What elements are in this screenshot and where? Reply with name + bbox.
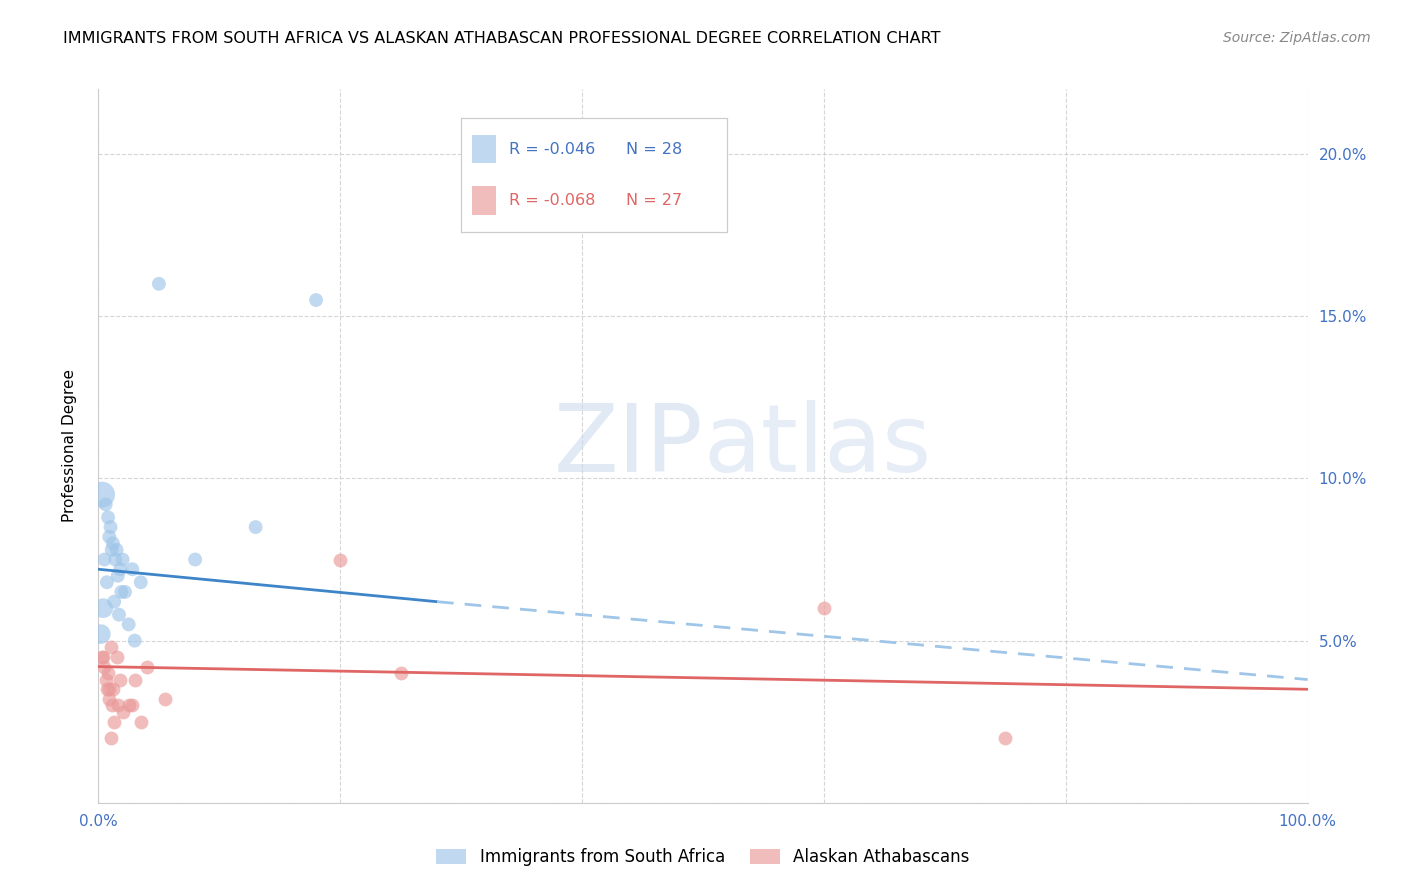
Point <box>114 585 136 599</box>
Point <box>184 552 207 566</box>
Point <box>94 497 117 511</box>
Point <box>105 649 128 664</box>
Point <box>245 520 267 534</box>
Point <box>91 488 114 502</box>
Point <box>129 714 152 729</box>
Text: ZIP: ZIP <box>554 400 703 492</box>
Point <box>135 659 157 673</box>
Text: IMMIGRANTS FROM SOUTH AFRICA VS ALASKAN ATHABASCAN PROFESSIONAL DEGREE CORRELATI: IMMIGRANTS FROM SOUTH AFRICA VS ALASKAN … <box>63 31 941 46</box>
Point <box>118 617 141 632</box>
Point <box>97 510 120 524</box>
Point <box>103 714 125 729</box>
Point <box>994 731 1017 745</box>
Point <box>96 682 118 697</box>
Point <box>91 649 114 664</box>
Point <box>107 568 129 582</box>
Point <box>121 698 143 713</box>
Point <box>103 595 125 609</box>
Point <box>118 698 141 713</box>
Text: Source: ZipAtlas.com: Source: ZipAtlas.com <box>1223 31 1371 45</box>
Point <box>98 692 121 706</box>
Point <box>110 585 132 599</box>
Point <box>389 666 412 681</box>
Point <box>121 562 143 576</box>
Point <box>100 640 122 654</box>
Point <box>93 552 115 566</box>
Point <box>129 575 152 590</box>
Point <box>104 552 127 566</box>
Point <box>111 705 134 719</box>
Point <box>107 698 129 713</box>
Point <box>100 542 122 557</box>
Point <box>148 277 170 291</box>
Point <box>98 682 121 697</box>
Point <box>108 562 131 576</box>
Point <box>305 293 328 307</box>
Point <box>91 649 114 664</box>
Point <box>105 542 128 557</box>
Point <box>153 692 176 706</box>
Point <box>101 682 124 697</box>
Point <box>124 673 146 687</box>
Point <box>813 601 835 615</box>
Point <box>100 520 122 534</box>
Point <box>329 552 352 566</box>
Point <box>108 673 131 687</box>
Point <box>90 627 112 641</box>
Point <box>124 633 146 648</box>
Text: atlas: atlas <box>703 400 931 492</box>
Point <box>93 659 115 673</box>
Point <box>97 666 120 681</box>
Y-axis label: Professional Degree: Professional Degree <box>62 369 77 523</box>
Point <box>98 530 121 544</box>
Legend: Immigrants from South Africa, Alaskan Athabascans: Immigrants from South Africa, Alaskan At… <box>436 847 970 866</box>
Point <box>94 673 117 687</box>
Point <box>100 731 122 745</box>
Point <box>101 536 124 550</box>
Point <box>100 698 122 713</box>
Point <box>111 552 134 566</box>
Point <box>108 607 131 622</box>
Point <box>91 601 114 615</box>
Point <box>96 575 118 590</box>
